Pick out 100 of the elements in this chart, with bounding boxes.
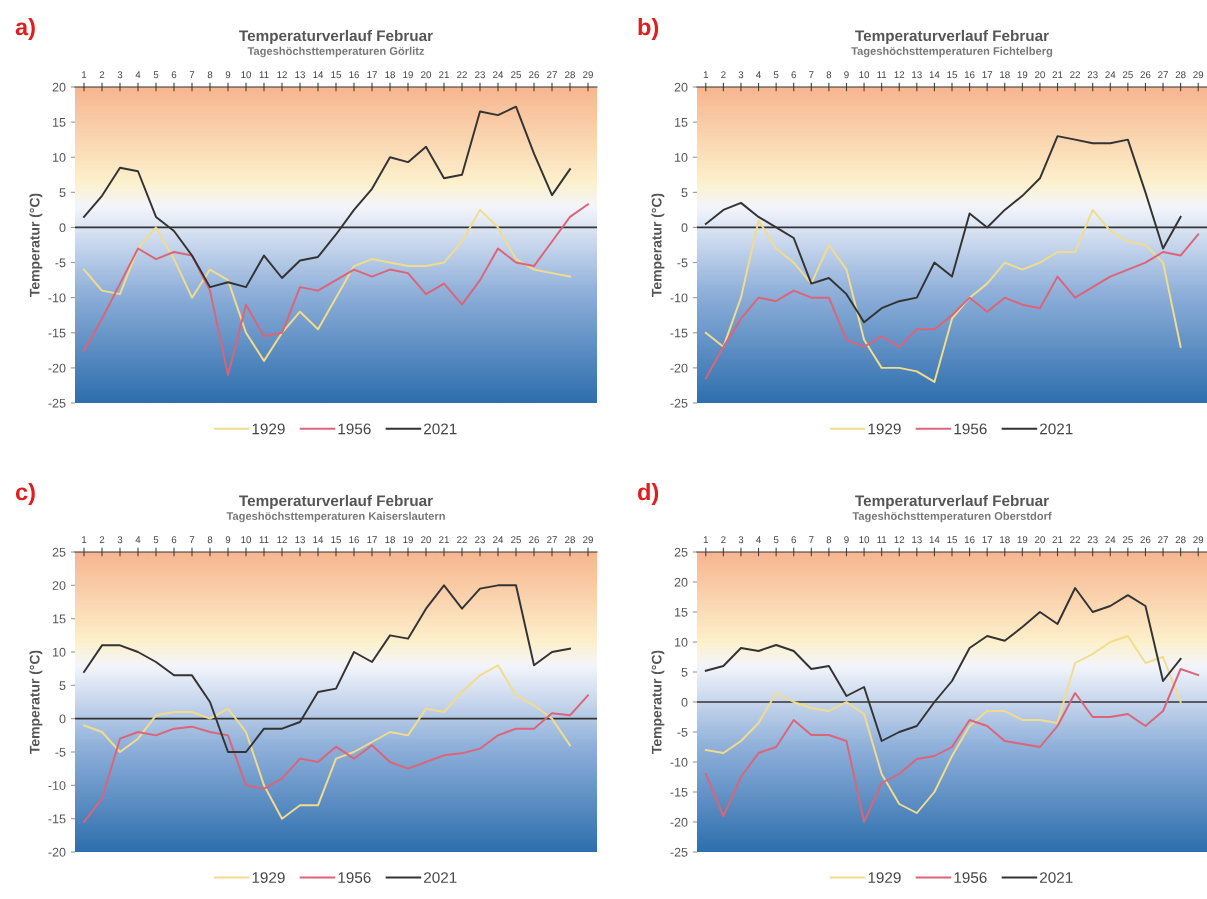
x-tick-label: 22 — [457, 71, 467, 79]
x-tick-label: 28 — [1175, 536, 1186, 544]
x-tick-label: 7 — [189, 71, 195, 79]
y-tick-label: -20 — [48, 363, 66, 373]
legend-label: 2021 — [424, 872, 457, 883]
y-tick-label: 5 — [681, 188, 688, 197]
y-tick-label: -25 — [48, 398, 66, 408]
x-tick-label: 24 — [1105, 71, 1116, 79]
x-tick-label: 10 — [859, 71, 870, 79]
x-tick-label: 6 — [171, 71, 177, 79]
chart-subtitle: Tageshöchsttemperaturen Fichtelberg — [851, 46, 1053, 58]
x-tick-label: 12 — [894, 536, 905, 544]
x-tick-label: 16 — [349, 71, 359, 79]
x-tick-label: 14 — [929, 536, 940, 544]
x-tick-label: 6 — [791, 71, 796, 79]
line-series — [704, 208, 1182, 383]
x-tick-label: 5 — [153, 536, 159, 544]
chart-subtitle: Tageshöchsttemperaturen Oberstdorf — [852, 511, 1052, 523]
x-tick-label: 21 — [1052, 536, 1063, 544]
chart-subtitle: Tageshöchsttemperaturen Kaiserslautern — [226, 511, 445, 523]
line-series — [704, 233, 1200, 380]
x-tick-label: 24 — [493, 536, 504, 544]
x-tick-label: 29 — [1193, 536, 1204, 544]
y-tick-label: 5 — [681, 667, 688, 677]
x-tick-label: 9 — [225, 536, 231, 544]
y-tick-label: 15 — [675, 118, 688, 127]
x-tick-label: 19 — [1017, 536, 1028, 544]
y-tick-label: 15 — [53, 118, 66, 127]
text: c) — [15, 482, 35, 505]
y-tick-label: -20 — [670, 817, 688, 827]
chart-title: Temperaturverlauf Februar — [239, 494, 433, 510]
x-tick-label: 21 — [439, 536, 449, 544]
chart-subtitle: Tageshöchsttemperaturen Görlitz — [247, 46, 425, 58]
y-tick-label: -5 — [55, 747, 66, 757]
x-tick-label: 11 — [259, 536, 269, 544]
y-tick-label: -10 — [670, 757, 688, 767]
x-tick-label: 21 — [439, 71, 449, 79]
x-tick-label: 8 — [826, 536, 832, 544]
x-tick-label: 2 — [721, 536, 726, 544]
line-series — [83, 694, 589, 823]
y-axis-title: Temperatur (°C) — [651, 193, 665, 297]
y-tick-label: -15 — [48, 814, 66, 824]
y-tick-label: -5 — [677, 727, 688, 737]
x-tick-label: 26 — [1140, 536, 1151, 544]
x-tick-label: 21 — [1052, 71, 1063, 79]
x-tick-label: 17 — [367, 536, 377, 544]
x-tick-label: 25 — [1122, 536, 1133, 544]
y-tick-label: -25 — [670, 398, 688, 408]
x-tick-label: 4 — [135, 71, 141, 79]
x-tick-label: 28 — [565, 71, 575, 79]
x-tick-label: 17 — [982, 536, 993, 544]
x-tick-label: 16 — [349, 536, 359, 544]
y-tick-label: 0 — [681, 697, 688, 707]
x-tick-label: 16 — [964, 536, 975, 544]
y-tick-label: 10 — [53, 153, 66, 162]
x-tick-label: 14 — [313, 71, 324, 79]
x-tick-label: 4 — [756, 536, 761, 544]
y-tick-label: 10 — [675, 153, 688, 162]
legend-label: 1929 — [252, 872, 285, 883]
y-tick-label: -15 — [48, 328, 66, 338]
x-tick-label: 24 — [493, 71, 504, 79]
x-tick-label: 27 — [1158, 536, 1168, 544]
x-tick-label: 6 — [791, 536, 796, 544]
x-tick-label: 13 — [295, 71, 305, 79]
x-tick-label: 19 — [403, 536, 413, 544]
x-tick-label: 20 — [421, 536, 432, 544]
x-tick-label: 12 — [277, 71, 287, 79]
x-tick-label: 5 — [773, 71, 779, 79]
y-tick-label: -10 — [48, 293, 66, 303]
x-tick-label: 2 — [721, 71, 726, 79]
x-tick-label: 3 — [738, 71, 744, 79]
x-tick-label: 28 — [565, 536, 575, 544]
x-tick-label: 6 — [171, 536, 177, 544]
y-tick-label: -15 — [670, 328, 688, 338]
x-tick-label: 1 — [703, 71, 709, 79]
x-tick-label: 22 — [457, 536, 467, 544]
y-tick-label: 15 — [675, 607, 688, 617]
y-tick-label: -5 — [55, 258, 66, 268]
text: b) — [638, 18, 659, 40]
y-tick-label: -15 — [670, 787, 688, 797]
x-tick-label: 18 — [385, 536, 395, 544]
y-tick-label: 10 — [53, 647, 66, 657]
x-tick-label: 22 — [1070, 536, 1081, 544]
text: a) — [15, 18, 35, 40]
x-tick-label: 2 — [99, 536, 105, 544]
y-tick-label: 0 — [59, 714, 66, 724]
y-axis-title: Temperatur (°C) — [651, 650, 665, 754]
x-tick-label: 25 — [511, 536, 521, 544]
y-tick-label: -10 — [48, 781, 66, 790]
x-tick-label: 18 — [1000, 71, 1010, 79]
y-tick-label: -25 — [670, 847, 688, 857]
y-tick-label: 0 — [59, 223, 66, 233]
legend-label: 1956 — [338, 872, 371, 883]
x-tick-label: 22 — [1070, 71, 1081, 79]
x-tick-label: 20 — [1035, 71, 1045, 79]
y-tick-label: 20 — [674, 577, 688, 587]
y-tick-label: -10 — [670, 293, 688, 303]
x-tick-label: 12 — [894, 71, 905, 79]
x-tick-label: 11 — [877, 536, 887, 544]
text: d) — [637, 482, 659, 505]
